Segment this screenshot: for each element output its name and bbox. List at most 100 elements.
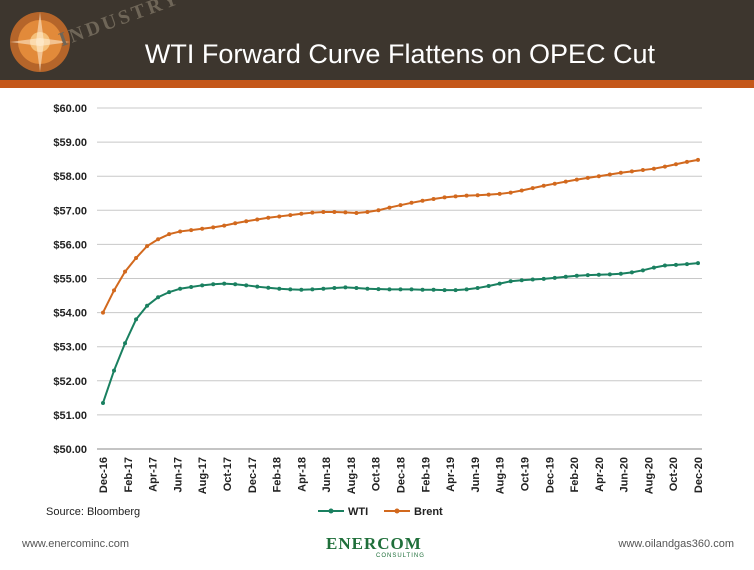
series-line-wti bbox=[102, 262, 699, 404]
data-point-wti bbox=[563, 274, 568, 279]
data-point-wti bbox=[266, 285, 271, 290]
y-tick-label: $50.00 bbox=[53, 444, 87, 456]
data-point-brent bbox=[376, 208, 381, 213]
data-point-brent bbox=[486, 192, 491, 197]
y-tick-label: $52.00 bbox=[53, 376, 87, 388]
y-tick-label: $60.00 bbox=[53, 103, 87, 115]
data-point-wti bbox=[684, 262, 689, 267]
data-point-brent bbox=[387, 205, 392, 210]
data-point-brent bbox=[365, 210, 370, 215]
y-tick-label: $51.00 bbox=[53, 410, 87, 422]
data-point-brent bbox=[321, 210, 326, 215]
x-tick-label: Jun-18 bbox=[321, 457, 333, 492]
data-point-brent bbox=[288, 213, 293, 218]
data-point-brent bbox=[101, 310, 105, 315]
data-point-brent bbox=[310, 210, 315, 215]
data-point-wti bbox=[629, 270, 634, 275]
data-point-brent bbox=[629, 169, 634, 174]
legend-marker-wti bbox=[328, 508, 334, 514]
x-tick-label: Jun-20 bbox=[619, 457, 631, 492]
data-point-wti bbox=[288, 287, 293, 292]
data-point-brent bbox=[497, 191, 502, 196]
x-tick-label: Oct-18 bbox=[371, 457, 383, 491]
data-point-brent bbox=[233, 221, 238, 226]
data-point-brent bbox=[519, 188, 524, 193]
data-point-brent bbox=[134, 256, 139, 261]
x-tick-label: Aug-18 bbox=[346, 457, 358, 494]
page-title: WTI Forward Curve Flattens on OPEC Cut bbox=[144, 39, 656, 69]
data-point-wti bbox=[453, 288, 458, 293]
data-point-brent bbox=[255, 217, 260, 222]
x-tick-label: Aug-17 bbox=[197, 457, 209, 494]
data-point-brent bbox=[574, 177, 579, 182]
data-point-brent bbox=[673, 162, 678, 167]
data-point-wti bbox=[167, 290, 172, 295]
footer-left-url[interactable]: www.enercominc.com bbox=[22, 538, 129, 550]
data-point-wti bbox=[332, 286, 337, 291]
data-point-brent bbox=[475, 193, 480, 198]
data-point-brent bbox=[618, 170, 623, 175]
x-tick-label: Apr-19 bbox=[445, 457, 457, 492]
y-tick-label: $54.00 bbox=[53, 308, 87, 320]
data-point-wti bbox=[618, 271, 623, 276]
line-chart: $50.00 $51.00 $52.00 $53.00 $54.00 $55.00 $56.… bbox=[53, 103, 705, 518]
data-point-wti bbox=[651, 265, 656, 270]
data-point-brent bbox=[431, 197, 436, 202]
data-point-wti bbox=[508, 279, 513, 284]
data-point-brent bbox=[178, 229, 183, 234]
data-point-wti bbox=[299, 287, 304, 292]
data-point-wti bbox=[233, 282, 238, 287]
data-point-brent bbox=[167, 232, 172, 237]
data-point-brent bbox=[563, 179, 568, 184]
x-tick-label: Feb-19 bbox=[420, 457, 432, 492]
data-point-wti bbox=[310, 287, 315, 292]
data-point-brent bbox=[696, 157, 700, 162]
globe-logo-icon bbox=[10, 12, 70, 72]
x-tick-label: Dec-20 bbox=[693, 457, 705, 493]
data-point-brent bbox=[398, 203, 403, 208]
x-tick-label: Feb-20 bbox=[569, 457, 581, 492]
x-tick-label: Oct-17 bbox=[222, 457, 234, 491]
data-point-brent bbox=[541, 183, 546, 188]
data-point-brent bbox=[211, 225, 216, 230]
data-point-brent bbox=[156, 237, 161, 242]
x-tick-label: Dec-18 bbox=[396, 457, 408, 493]
x-tick-label: Feb-17 bbox=[123, 457, 135, 492]
data-point-wti bbox=[497, 281, 502, 286]
legend-marker-brent bbox=[394, 508, 400, 514]
data-point-brent bbox=[651, 166, 656, 171]
x-tick-label: Apr-17 bbox=[148, 457, 160, 492]
data-point-wti bbox=[420, 287, 425, 292]
data-point-wti bbox=[343, 285, 348, 290]
data-point-brent bbox=[332, 210, 337, 215]
data-point-brent bbox=[684, 159, 689, 164]
data-point-wti bbox=[277, 286, 282, 291]
data-point-brent bbox=[244, 219, 249, 224]
data-point-brent bbox=[299, 211, 304, 216]
x-tick-label: Feb-18 bbox=[272, 457, 284, 492]
x-tick-label: Dec-16 bbox=[98, 457, 110, 493]
y-tick-label: $57.00 bbox=[53, 205, 87, 217]
data-point-wti bbox=[464, 287, 469, 292]
data-point-wti bbox=[376, 287, 381, 292]
data-point-wti bbox=[222, 281, 227, 286]
data-point-wti bbox=[552, 275, 557, 280]
data-point-wti bbox=[585, 273, 590, 278]
source-note: Source: Bloomberg bbox=[46, 506, 141, 518]
data-point-wti bbox=[596, 272, 601, 277]
data-point-wti bbox=[640, 268, 645, 273]
data-point-brent bbox=[442, 195, 447, 200]
data-point-wti bbox=[673, 262, 678, 267]
data-point-wti bbox=[200, 283, 205, 288]
y-tick-label: $53.00 bbox=[53, 342, 87, 354]
data-point-wti bbox=[607, 272, 612, 277]
footer-right-url[interactable]: www.oilandgas360.com bbox=[618, 538, 734, 550]
x-tick-label: Aug-19 bbox=[495, 457, 507, 494]
x-tick-label: Jun-17 bbox=[172, 457, 184, 492]
x-tick-label: Apr-18 bbox=[296, 457, 308, 492]
x-tick-label: Dec-19 bbox=[544, 457, 556, 493]
accent-bar bbox=[0, 80, 754, 88]
data-point-wti bbox=[365, 286, 370, 291]
legend-label: Brent bbox=[414, 506, 443, 518]
